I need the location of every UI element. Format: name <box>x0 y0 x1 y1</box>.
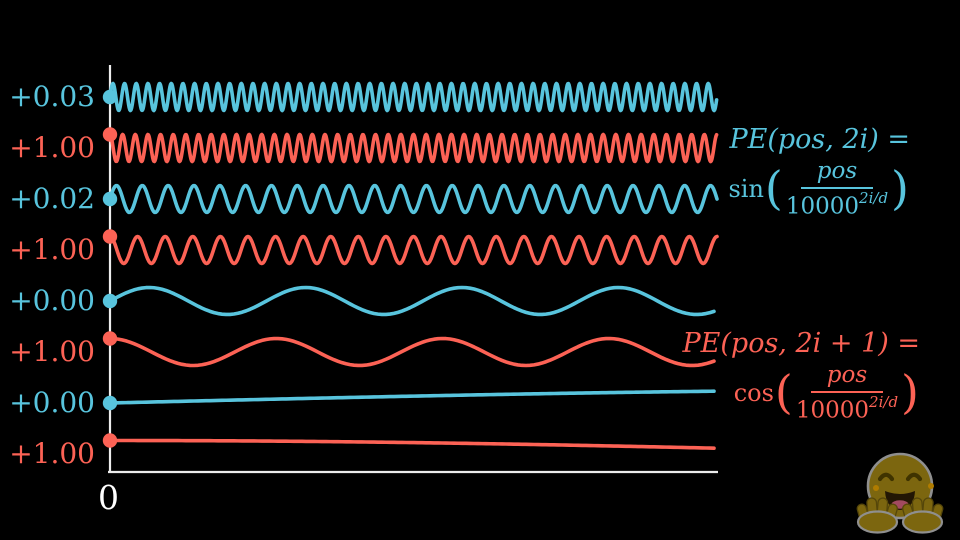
row-start-dot <box>102 293 118 309</box>
wave-row-cos <box>108 336 716 368</box>
fraction-numerator: pos <box>810 362 884 393</box>
open-paren: ( <box>764 161 783 216</box>
fraction-denominator: 100002i/d <box>796 393 898 424</box>
row-start-dot <box>102 229 118 244</box>
row-start-dot <box>102 127 118 142</box>
sin-formula: PE(pos, 2i) = sin(pos 100002i/d) <box>728 124 910 220</box>
wave-row-cos <box>108 234 719 266</box>
sin-formula-line2: sin(pos 100002i/d) <box>728 158 910 220</box>
fraction-exponent: 2i/d <box>859 189 889 207</box>
wave-row-sin <box>108 183 719 215</box>
row-value-label: +0.02 <box>9 182 95 215</box>
cos-formula-line2: cos(pos 100002i/d) <box>734 362 920 424</box>
close-paren: ) <box>901 365 919 420</box>
hf-left-eye <box>877 472 895 482</box>
row-start-dot <box>102 395 118 411</box>
row-value-label: +0.00 <box>9 386 95 419</box>
hf-right-hand <box>901 497 944 534</box>
hf-right-eye <box>905 472 923 482</box>
row-value-label: +1.00 <box>9 437 95 470</box>
open-paren: ( <box>774 365 793 420</box>
fraction-base: 10000 <box>795 397 870 424</box>
hf-left-cheek <box>873 485 879 491</box>
row-value-label: +1.00 <box>9 335 95 368</box>
hf-left-hand <box>856 497 899 534</box>
cos-formula: PE(pos, 2i + 1) = cos(pos 100002i/d) <box>683 328 921 424</box>
row-start-dot <box>102 331 118 346</box>
wave-row-sin <box>108 389 716 405</box>
row-value-label: +0.03 <box>9 80 95 113</box>
row-value-label: +1.00 <box>9 233 95 266</box>
sin-fraction: pos 100002i/d <box>786 158 888 220</box>
sin-function-name: sin <box>728 174 764 203</box>
fraction-base: 10000 <box>785 193 860 220</box>
hugging-face-icon <box>856 452 944 534</box>
cos-formula-line1: PE(pos, 2i + 1) = <box>682 328 921 359</box>
row-value-label: +0.00 <box>9 284 95 317</box>
wave-row-cos <box>108 438 716 450</box>
row-value-label: +1.00 <box>9 131 95 164</box>
fraction-numerator: pos <box>800 158 874 189</box>
sin-formula-line1: PE(pos, 2i) = <box>729 124 910 155</box>
wave-row-sin <box>108 285 716 317</box>
hf-right-cheek <box>928 483 934 489</box>
row-start-dot <box>102 191 118 207</box>
wave-row-sin <box>108 81 719 113</box>
wave-row-cos <box>108 132 719 164</box>
fraction-denominator: 100002i/d <box>786 189 888 220</box>
x-axis-origin-label: 0 <box>98 478 119 517</box>
row-start-dot <box>102 433 118 448</box>
close-paren: ) <box>891 161 909 216</box>
fraction-exponent: 2i/d <box>869 393 899 411</box>
cos-fraction: pos 100002i/d <box>796 362 898 424</box>
cos-function-name: cos <box>733 378 774 407</box>
row-start-dot <box>102 89 118 105</box>
